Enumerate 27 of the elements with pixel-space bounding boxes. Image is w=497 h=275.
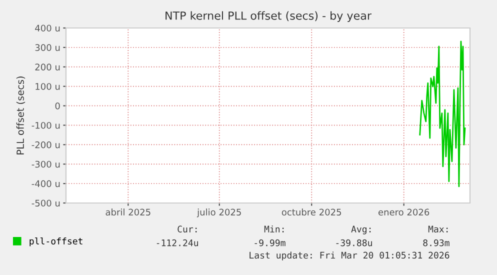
text: Max:: [428, 226, 448, 233]
text: Min:: [264, 226, 284, 232]
y-axis-title: PLL offset (secs): [16, 76, 26, 154]
y-tick-label: -100 u: [32, 122, 60, 129]
text: -9.99m: [254, 239, 286, 246]
text: Cur:: [178, 226, 197, 233]
text: -39.88u: [336, 239, 372, 246]
chart-title: NTP kernel PLL offset (secs) - by year: [166, 11, 372, 22]
y-tick-label: 300 u: [35, 44, 60, 52]
legend-label: pll-offset: [30, 237, 82, 246]
y-tick-label: 0: [55, 102, 60, 110]
x-tick-label: octubre 2025: [282, 208, 342, 216]
x-tick-label: enero 2026: [378, 208, 430, 216]
x-tick-label: abril 2025: [106, 208, 150, 216]
y-tick-label: 100 u: [36, 83, 60, 90]
text: 8.93m: [423, 239, 450, 246]
text: Last update: Fri Mar 20 01:05:31 2026: [250, 252, 450, 260]
y-tick-label: 400 u: [35, 24, 60, 32]
y-tick-label: -500 u: [32, 200, 60, 207]
y-tick-label: -300 u: [32, 160, 60, 168]
y-tick-label: 200 u: [35, 64, 60, 70]
line-series: [419, 40, 466, 188]
text: -112.24u: [156, 239, 198, 246]
y-tick-label: -200 u: [32, 141, 60, 148]
y-tick-label: -400 u: [32, 180, 60, 188]
text: Avg:: [351, 226, 371, 234]
x-tick-label: julio 2025: [196, 208, 241, 218]
